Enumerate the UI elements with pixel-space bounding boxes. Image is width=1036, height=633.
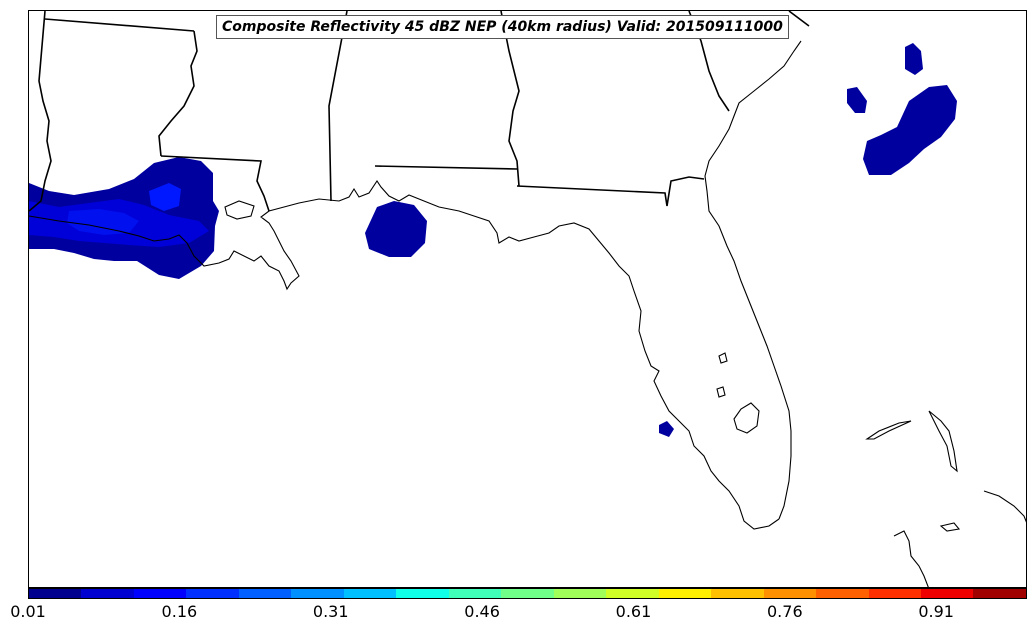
island-bahamas-1 — [865, 420, 912, 440]
region-atlantic-small-2 — [847, 87, 867, 113]
map-title: Composite Reflectivity 45 dBZ NEP (40km … — [216, 15, 789, 39]
colorbar-segment — [81, 589, 134, 598]
border-alabama-florida — [374, 165, 518, 170]
border-arkansas-louisiana — [44, 18, 195, 32]
colorbar-segment — [920, 589, 974, 598]
island-bahamas-3 — [983, 490, 1026, 523]
colorbar-segment — [396, 589, 449, 598]
island-cuba-1 — [893, 530, 929, 587]
colorbar-segment — [763, 589, 817, 598]
colorbar-tick-label: 0.46 — [464, 602, 500, 621]
region-mobile-bay — [365, 201, 427, 257]
region-atlantic-large — [863, 85, 957, 175]
colorbar-segment — [238, 589, 292, 598]
colorbar-tick-label: 0.61 — [615, 602, 652, 621]
colorbar-segment — [973, 589, 1026, 598]
coastline-atlantic — [704, 40, 802, 520]
island-small-3 — [716, 386, 726, 398]
lake-pontchartrain — [224, 200, 255, 220]
map-canvas — [29, 11, 1026, 587]
colorbar-tick-label: 0.01 — [10, 602, 46, 621]
colorbar-segment — [816, 589, 869, 598]
island-small-1 — [939, 522, 961, 532]
colorbar-segment — [29, 589, 82, 598]
state-borders — [29, 11, 810, 212]
border-louisiana-mississippi — [160, 155, 270, 212]
border-mississippi-alabama — [328, 11, 348, 202]
colorbar-segment — [291, 589, 344, 598]
border-alabama-georgia — [500, 11, 520, 187]
probability-regions — [29, 43, 957, 437]
border-sc-nc — [788, 11, 810, 27]
region-atlantic-small-1 — [905, 43, 923, 75]
colorbar-segment — [711, 589, 764, 598]
colorbar-segment — [448, 589, 502, 598]
border-georgia-florida — [516, 176, 705, 207]
colorbar-segment — [868, 589, 921, 598]
colorbar-segment — [553, 589, 607, 598]
island-bahamas-2 — [928, 410, 958, 473]
colorbar-segment — [658, 589, 712, 598]
coastline-gulf — [29, 180, 780, 530]
colorbar-tick-label: 0.16 — [161, 602, 198, 621]
colorbar-segment — [501, 589, 554, 598]
region-north-florida-small — [659, 421, 674, 437]
region-louisiana-inner — [67, 209, 139, 235]
colorbar-segment — [186, 589, 239, 598]
colorbar-segment — [133, 589, 187, 598]
border-mississippi-river — [158, 30, 198, 157]
coastline — [29, 40, 1026, 587]
border-texas-louisiana — [29, 11, 52, 212]
map-panel — [28, 10, 1027, 588]
lake-okeechobee — [733, 402, 760, 434]
colorbar-tick-label: 0.76 — [767, 602, 803, 621]
colorbar-tick-label: 0.91 — [918, 602, 954, 621]
colorbar — [28, 588, 1027, 599]
colorbar-segment — [606, 589, 659, 598]
region-louisiana-high — [149, 183, 181, 211]
colorbar-tick-label: 0.31 — [312, 602, 349, 621]
island-small-2 — [718, 352, 728, 364]
colorbar-segment — [343, 589, 397, 598]
